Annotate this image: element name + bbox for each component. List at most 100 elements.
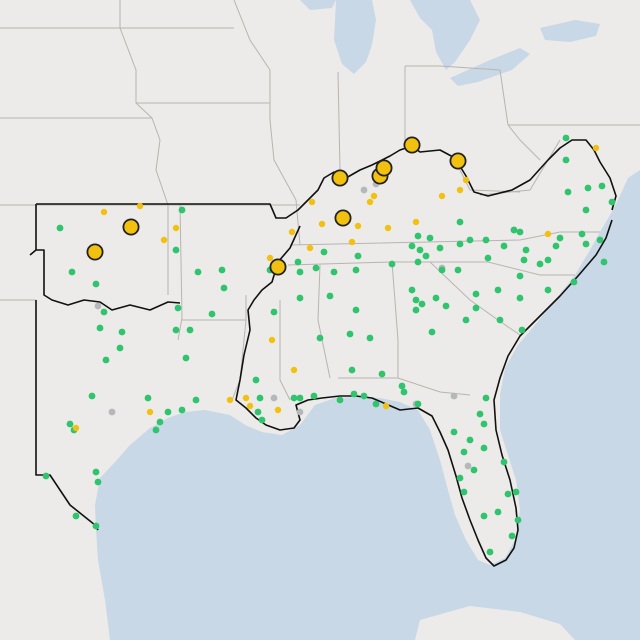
green-marker[interactable] — [348, 366, 356, 374]
green-marker[interactable] — [42, 472, 50, 480]
green-marker[interactable] — [578, 230, 586, 238]
gray-marker[interactable] — [296, 408, 304, 416]
yellow-marker[interactable] — [318, 220, 326, 228]
green-marker[interactable] — [270, 308, 278, 316]
green-marker[interactable] — [456, 218, 464, 226]
green-marker[interactable] — [504, 490, 512, 498]
green-marker[interactable] — [536, 260, 544, 268]
yellow-marker[interactable] — [268, 336, 276, 344]
green-marker[interactable] — [178, 406, 186, 414]
green-marker[interactable] — [290, 394, 298, 402]
green-marker[interactable] — [94, 478, 102, 486]
green-marker[interactable] — [584, 184, 592, 192]
green-marker[interactable] — [408, 242, 416, 250]
yellow-marker[interactable] — [172, 224, 180, 232]
green-marker[interactable] — [562, 156, 570, 164]
green-marker[interactable] — [462, 316, 470, 324]
green-marker[interactable] — [500, 458, 508, 466]
green-marker[interactable] — [432, 294, 440, 302]
green-marker[interactable] — [520, 256, 528, 264]
green-marker[interactable] — [352, 266, 360, 274]
green-marker[interactable] — [466, 436, 474, 444]
large-yellow-marker[interactable] — [269, 258, 287, 276]
green-marker[interactable] — [582, 206, 590, 214]
green-marker[interactable] — [486, 548, 494, 556]
green-marker[interactable] — [398, 382, 406, 390]
green-marker[interactable] — [556, 234, 564, 242]
yellow-marker[interactable] — [274, 406, 282, 414]
green-marker[interactable] — [320, 248, 328, 256]
green-marker[interactable] — [378, 370, 386, 378]
yellow-marker[interactable] — [146, 408, 154, 416]
green-marker[interactable] — [544, 286, 552, 294]
green-marker[interactable] — [208, 310, 216, 318]
large-yellow-marker[interactable] — [375, 159, 393, 177]
green-marker[interactable] — [552, 242, 560, 250]
yellow-marker[interactable] — [242, 394, 250, 402]
green-marker[interactable] — [218, 266, 226, 274]
green-marker[interactable] — [414, 232, 422, 240]
yellow-marker[interactable] — [306, 244, 314, 252]
green-marker[interactable] — [72, 512, 80, 520]
green-marker[interactable] — [408, 286, 416, 294]
green-marker[interactable] — [476, 410, 484, 418]
green-marker[interactable] — [88, 392, 96, 400]
yellow-marker[interactable] — [462, 176, 470, 184]
green-marker[interactable] — [562, 134, 570, 142]
green-marker[interactable] — [428, 328, 436, 336]
yellow-marker[interactable] — [136, 202, 144, 210]
green-marker[interactable] — [582, 240, 590, 248]
green-marker[interactable] — [608, 198, 616, 206]
yellow-marker[interactable] — [348, 238, 356, 246]
green-marker[interactable] — [416, 246, 424, 254]
green-marker[interactable] — [470, 466, 478, 474]
green-marker[interactable] — [422, 252, 430, 260]
green-marker[interactable] — [66, 420, 74, 428]
green-marker[interactable] — [514, 516, 522, 524]
yellow-marker[interactable] — [100, 208, 108, 216]
yellow-marker[interactable] — [226, 396, 234, 404]
yellow-marker[interactable] — [438, 192, 446, 200]
green-marker[interactable] — [500, 242, 508, 250]
green-marker[interactable] — [466, 236, 474, 244]
gray-marker[interactable] — [360, 186, 368, 194]
green-marker[interactable] — [480, 420, 488, 428]
green-marker[interactable] — [516, 228, 524, 236]
green-marker[interactable] — [472, 290, 480, 298]
green-marker[interactable] — [174, 304, 182, 312]
green-marker[interactable] — [352, 306, 360, 314]
yellow-marker[interactable] — [308, 198, 316, 206]
green-marker[interactable] — [256, 394, 264, 402]
green-marker[interactable] — [454, 266, 462, 274]
yellow-marker[interactable] — [382, 402, 390, 410]
large-yellow-marker[interactable] — [334, 209, 352, 227]
green-marker[interactable] — [426, 234, 434, 242]
green-marker[interactable] — [544, 256, 552, 264]
gray-marker[interactable] — [450, 392, 458, 400]
green-marker[interactable] — [330, 268, 338, 276]
green-marker[interactable] — [152, 426, 160, 434]
yellow-marker[interactable] — [246, 402, 254, 410]
green-marker[interactable] — [310, 392, 318, 400]
yellow-marker[interactable] — [288, 228, 296, 236]
green-marker[interactable] — [516, 294, 524, 302]
yellow-marker[interactable] — [290, 366, 298, 374]
large-yellow-marker[interactable] — [86, 243, 104, 261]
yellow-marker[interactable] — [160, 236, 168, 244]
green-marker[interactable] — [186, 326, 194, 334]
green-marker[interactable] — [92, 280, 100, 288]
yellow-marker[interactable] — [266, 254, 274, 262]
green-marker[interactable] — [346, 330, 354, 338]
green-marker[interactable] — [436, 244, 444, 252]
green-marker[interactable] — [482, 394, 490, 402]
green-marker[interactable] — [194, 268, 202, 276]
green-marker[interactable] — [92, 468, 100, 476]
green-marker[interactable] — [518, 326, 526, 334]
green-marker[interactable] — [354, 252, 362, 260]
large-yellow-marker[interactable] — [449, 152, 467, 170]
green-marker[interactable] — [472, 304, 480, 312]
yellow-marker[interactable] — [544, 230, 552, 238]
yellow-marker[interactable] — [370, 192, 378, 200]
